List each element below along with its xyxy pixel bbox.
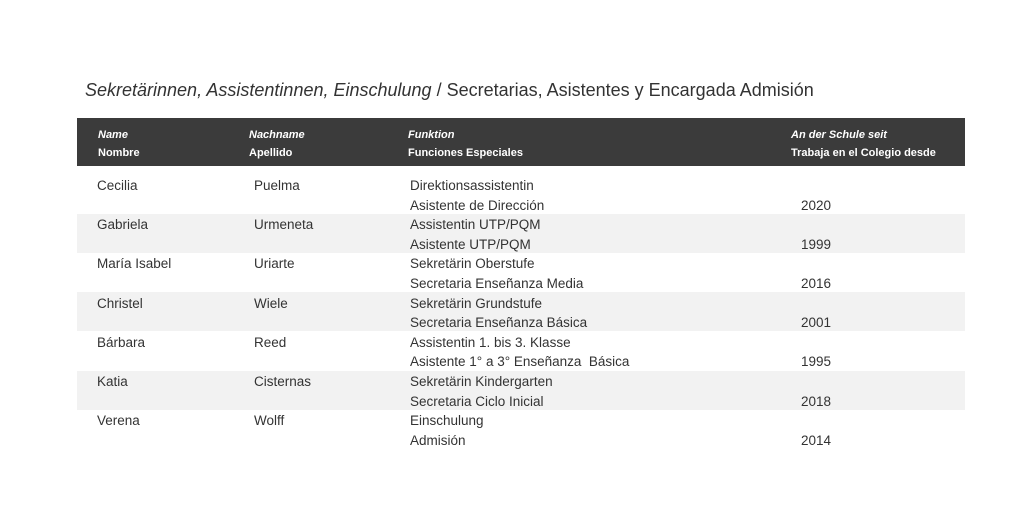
function-de: Sekretärin Oberstufe	[410, 256, 535, 272]
function-es: Asistente 1° a 3° Enseñanza Básica	[410, 354, 630, 370]
name: Bárbara	[97, 334, 146, 350]
name: Verena	[97, 413, 140, 429]
function-es: Admisión	[410, 432, 466, 448]
since-year: 2001	[801, 315, 832, 331]
since-year: 2018	[801, 393, 832, 409]
surname: Cisternas	[254, 374, 312, 389]
function-de: Sekretärin Grundstufe	[410, 295, 543, 311]
function-de: Einschulung	[410, 413, 484, 429]
header-es: Funciones Especiales	[408, 147, 523, 159]
surname: Reed	[254, 334, 287, 350]
title-normal: / Secretarias, Asistentes y Encargada Ad…	[436, 80, 814, 100]
surname: Puelma	[254, 178, 300, 193]
since-year: 1995	[801, 354, 832, 370]
surname: Wiele	[254, 295, 288, 311]
function-es: Secretaria Enseñanza Media	[410, 275, 584, 291]
header-de: Name	[98, 129, 128, 141]
table-header	[77, 118, 965, 166]
function-es: Asistente de Dirección	[410, 197, 545, 213]
name: Katia	[97, 374, 128, 389]
header-es: Trabaja en el Colegio desde	[791, 147, 936, 159]
function-es: Secretaria Ciclo Inicial	[410, 393, 544, 409]
name: María Isabel	[97, 256, 172, 272]
function-de: Assistentin UTP/PQM	[410, 217, 541, 233]
header-de: Nachname	[249, 129, 305, 141]
since-year: 2020	[801, 197, 832, 213]
function-de: Assistentin 1. bis 3. Klasse	[410, 334, 571, 350]
header-es: Nombre	[98, 147, 140, 159]
row-band	[77, 213, 965, 253]
surname: Urmeneta	[254, 217, 314, 233]
function-es: Asistente UTP/PQM	[410, 236, 531, 252]
since-year: 2016	[801, 275, 832, 291]
header-es: Apellido	[249, 147, 293, 159]
header-de: Funktion	[408, 129, 455, 141]
name: Christel	[97, 295, 143, 311]
since-year: 1999	[801, 236, 832, 252]
since-year: 2014	[801, 432, 832, 448]
name: Gabriela	[97, 217, 149, 233]
header-de: An der Schule seit	[791, 129, 887, 141]
name: Cecilia	[97, 178, 138, 193]
row-band	[77, 292, 965, 332]
row-band	[77, 370, 965, 410]
function-de: Sekretärin Kindergarten	[410, 374, 553, 389]
function-es: Secretaria Enseñanza Básica	[410, 315, 588, 331]
title: Sekretärinnen, Assistentinnen, Einschulu…	[85, 80, 814, 101]
surname: Wolff	[254, 413, 285, 429]
title-italic: Sekretärinnen, Assistentinnen, Einschulu…	[85, 80, 432, 100]
function-de: Direktionsassistentin	[410, 178, 534, 193]
surname: Uriarte	[254, 256, 295, 272]
